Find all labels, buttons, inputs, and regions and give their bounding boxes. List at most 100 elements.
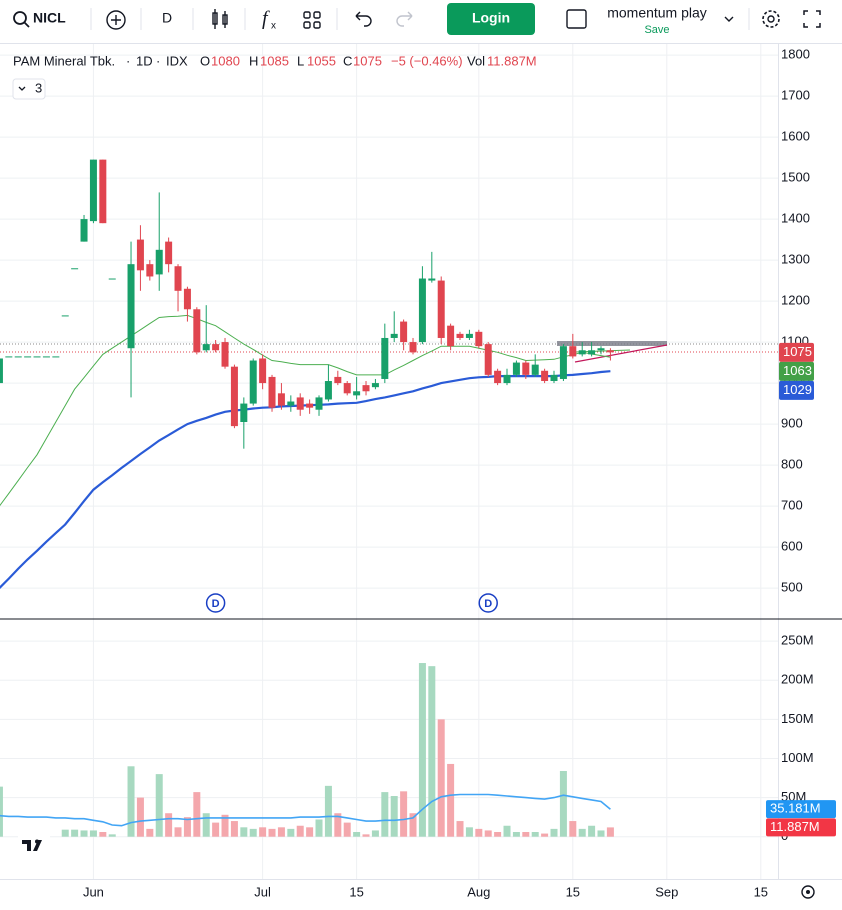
x-tick-label: Jun	[83, 884, 104, 899]
volume-bar	[287, 828, 295, 837]
candle-body	[183, 288, 191, 310]
login-button[interactable]	[447, 3, 535, 35]
candle-body	[193, 309, 201, 353]
volume-bar	[165, 813, 173, 837]
volume-bar	[71, 829, 79, 837]
candle-body	[296, 397, 304, 410]
candle-body	[522, 362, 530, 375]
x-tick-label: 15	[566, 884, 580, 899]
volume-ma	[0, 793, 611, 827]
indicators-icon[interactable]: f	[262, 8, 270, 30]
volume-bar	[334, 813, 342, 837]
x-tick-label: Jul	[254, 884, 271, 899]
y-tick-label: 600	[781, 539, 803, 554]
tradingview-logo[interactable]	[18, 831, 50, 861]
volume-bar	[202, 813, 210, 837]
candle-body	[437, 280, 445, 338]
volume-bar	[343, 822, 351, 837]
candle-body	[24, 356, 32, 358]
save-label[interactable]: Save	[644, 24, 669, 36]
plot	[0, 159, 778, 837]
volume-label: Vol	[467, 53, 485, 68]
volume-bar	[475, 828, 483, 837]
compare-plus	[111, 15, 121, 25]
y-tick-label: 1600	[781, 129, 810, 144]
volume-bar	[61, 829, 69, 837]
y-tick-label: 700	[781, 498, 803, 513]
candle-body	[306, 403, 314, 408]
volume-bar	[418, 663, 426, 837]
settings-icon-center	[767, 15, 775, 23]
x-tick-label: Aug	[467, 884, 490, 899]
volume-bar	[315, 819, 323, 837]
candle-body	[259, 358, 267, 384]
volume-bar	[127, 766, 135, 837]
dividend-marker[interactable]	[205, 593, 226, 613]
candle-body	[343, 383, 351, 394]
fullscreen-icon[interactable]	[803, 10, 821, 28]
open-value: 1080	[211, 53, 240, 68]
layout-name[interactable]: momentum play	[607, 5, 707, 21]
high-value: 1085	[260, 53, 289, 68]
volume-tick-label: 100M	[781, 750, 814, 765]
templates-icon[interactable]	[303, 11, 321, 29]
low-value: 1055	[307, 53, 336, 68]
symbol[interactable]: NICL	[33, 10, 66, 26]
volume-bar	[456, 821, 464, 837]
candle-body	[362, 385, 370, 392]
candle-body	[541, 370, 549, 382]
candle-body	[588, 350, 596, 355]
volume-bar	[108, 834, 116, 837]
interval-button[interactable]: D	[162, 10, 172, 26]
y-tick-label: 1300	[781, 252, 810, 267]
candle-body	[165, 241, 173, 265]
volume-bar	[306, 827, 314, 837]
volume-bar	[597, 830, 605, 837]
volume-bar	[531, 832, 539, 837]
candle-body	[475, 331, 483, 347]
candle-body	[400, 321, 408, 343]
chart-type-icon[interactable]	[212, 9, 228, 29]
indicators-count[interactable]: 3	[35, 80, 42, 95]
compare-icon[interactable]	[106, 10, 126, 30]
volume-bar	[606, 827, 614, 837]
dividend-marker[interactable]	[478, 593, 498, 613]
toolbar: NICL D f x Login momentum play Save	[0, 3, 842, 44]
volume-bar	[249, 828, 257, 837]
y-tick-label: 1500	[781, 170, 810, 185]
volume-bar	[0, 786, 3, 837]
volume-bar	[381, 792, 389, 837]
volume-bar	[155, 774, 163, 837]
volume-badge-label: 35.181M	[770, 801, 821, 816]
axis-settings-icon[interactable]	[801, 885, 815, 899]
undo-icon[interactable]	[355, 11, 372, 27]
layout-menu-chevron[interactable]	[724, 16, 734, 22]
volume-bar	[183, 817, 191, 837]
candle-body	[5, 356, 13, 358]
candle-body	[127, 264, 135, 349]
search-icon[interactable]	[13, 11, 27, 25]
indicators-toggle[interactable]	[12, 78, 46, 100]
candle-body	[136, 239, 144, 271]
volume-bar	[503, 825, 511, 837]
volume-bar	[353, 832, 361, 837]
login-label[interactable]: Login	[472, 10, 510, 26]
price-badge-label: 1075	[783, 344, 812, 359]
y-tick-label: 800	[781, 457, 803, 472]
search-icon-handle	[23, 21, 30, 28]
candle-body	[268, 376, 276, 408]
candle-body	[71, 268, 79, 270]
redo-icon[interactable]	[396, 11, 413, 27]
layout-icon[interactable]	[566, 9, 587, 29]
volume-value: 11.887M	[487, 53, 537, 68]
volume-tick-label: 250M	[781, 633, 814, 648]
candle-body	[503, 374, 511, 384]
volume-bar	[146, 828, 154, 837]
settings-icon[interactable]	[762, 10, 780, 28]
candle-body	[42, 356, 50, 358]
indicators-toggle-chevron	[18, 86, 26, 91]
volume-bar	[362, 834, 370, 837]
y-tick-label: 1800	[781, 47, 810, 62]
volume-tick-label: 200M	[781, 672, 814, 687]
candle-body	[418, 278, 426, 343]
